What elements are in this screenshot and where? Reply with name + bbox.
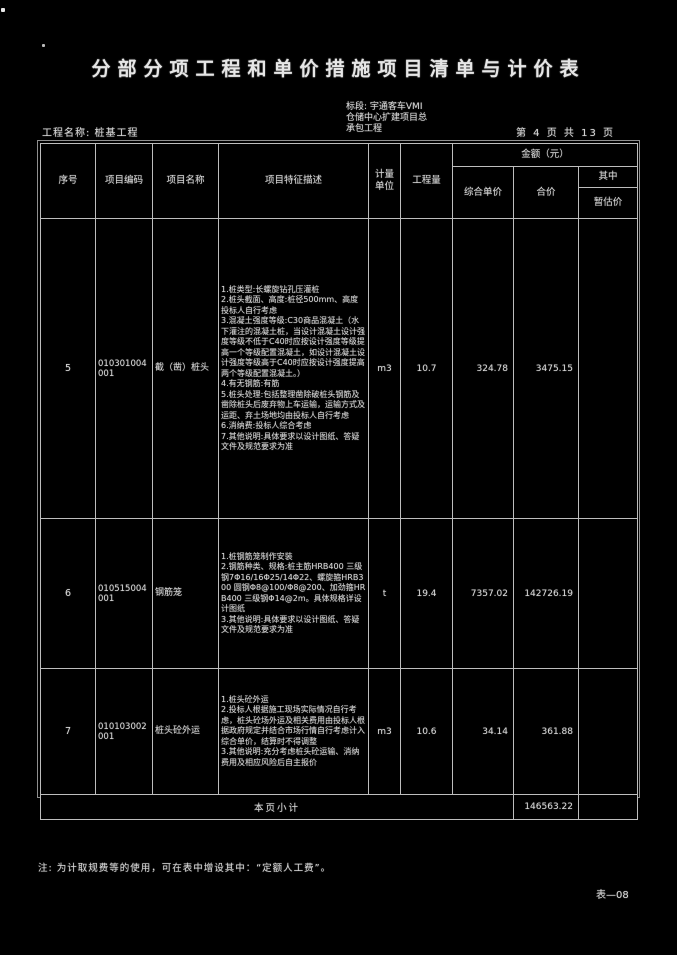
scan-artifact-dot: [1, 8, 5, 12]
cell-quantity: 19.4: [400, 518, 453, 669]
page-title: 分部分项工程和单价措施项目清单与计价表: [91, 58, 586, 80]
cell-total-price: 361.88: [513, 668, 579, 795]
cell-seq: 6: [40, 518, 96, 669]
cell-quantity: 10.7: [400, 218, 453, 519]
cell-unit: m3: [368, 218, 401, 519]
col-header-seq: 序号: [40, 143, 96, 219]
cell-name: 截（凿）桩头: [152, 218, 219, 519]
cell-unit-price: 324.78: [452, 218, 514, 519]
cell-code: 010103002001: [95, 668, 153, 795]
cell-code: 010301004001: [95, 218, 153, 519]
col-header-quantity: 工程量: [400, 143, 453, 219]
cell-unit-price: 34.14: [452, 668, 514, 795]
col-header-amount-group: 金额（元）: [451, 143, 639, 167]
cell-features: 1.桩类型:长螺旋钻孔压灌桩 2.桩头截面、高度:桩径500mm、高度投标人自行…: [218, 218, 369, 519]
cell-provisional: [577, 518, 639, 669]
project-name-label: 工程名称: 桩基工程: [42, 128, 139, 139]
cell-quantity: 10.6: [400, 668, 453, 795]
subtotal-label: 本页小计: [40, 794, 514, 820]
cell-name: 钢筋笼: [152, 518, 219, 669]
table-row: 5 010301004001 截（凿）桩头 1.桩类型:长螺旋钻孔压灌桩 2.桩…: [40, 218, 639, 519]
col-header-total-price: 合价: [513, 166, 579, 219]
cell-seq: 5: [40, 218, 96, 519]
footnote: 注: 为计取规费等的使用，可在表中增设其中：“定额人工费”。: [38, 863, 332, 874]
cell-unit-price: 7357.02: [452, 518, 514, 669]
cell-seq: 7: [40, 668, 96, 795]
col-header-code: 项目编码: [95, 143, 153, 219]
cell-provisional: [577, 218, 639, 519]
col-header-name: 项目名称: [152, 143, 219, 219]
cell-total-price: 3475.15: [513, 218, 579, 519]
col-header-provisional: 暂估价: [577, 187, 639, 219]
cell-name: 桩头砼外运: [152, 668, 219, 795]
cell-unit: m3: [368, 668, 401, 795]
table-row: 6 010515004001 钢筋笼 1.桩钢筋笼制作安装 2.钢筋种类、规格:…: [40, 518, 639, 669]
cell-total-price: 142726.19: [513, 518, 579, 669]
page-subtotal-row: 本页小计 146563.22: [40, 794, 638, 820]
form-code: 表—08: [596, 890, 629, 901]
col-header-unit: 计量单位: [368, 143, 401, 219]
cell-provisional: [577, 668, 639, 795]
col-header-feature: 项目特征描述: [218, 143, 369, 219]
col-header-among: 其中: [577, 166, 639, 188]
cell-features: 1.桩头砼外运 2.投标人根据施工现场实际情况自行考虑，桩头砼场外运及相关费用由…: [218, 668, 369, 795]
cell-code: 010515004001: [95, 518, 153, 669]
cell-features: 1.桩钢筋笼制作安装 2.钢筋种类、规格:桩主筋HRB400 三级钢7Φ16/1…: [218, 518, 369, 669]
subtotal-value: 146563.22: [513, 794, 579, 820]
bid-section-label: 标段: 宇通客车VMI 仓储中心扩建项目总 承包工程: [346, 102, 428, 134]
boq-table: 序号 项目编码 项目名称 项目特征描述 计量单位 工程量 金额（元） 综合单价 …: [37, 140, 640, 798]
table-row: 7 010103002001 桩头砼外运 1.桩头砼外运 2.投标人根据施工现场…: [40, 668, 639, 795]
scan-artifact-dot: [42, 44, 45, 47]
col-header-unit-price: 综合单价: [452, 166, 514, 219]
subtotal-provisional: [578, 794, 638, 820]
cell-unit: t: [368, 518, 401, 669]
page-number: 第 4 页 共 13 页: [516, 128, 615, 139]
